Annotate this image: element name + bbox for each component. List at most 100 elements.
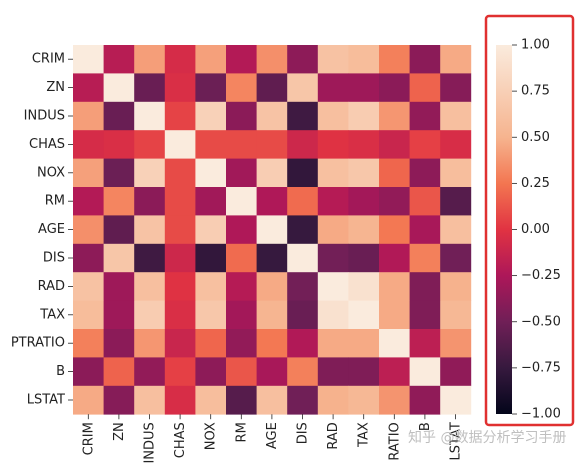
heatmap-cell: [317, 73, 349, 103]
heatmap-cell: [317, 357, 349, 387]
heatmap-cell: [164, 45, 196, 74]
heatmap-cell: [317, 215, 349, 245]
heatmap-cell: [440, 243, 472, 273]
heatmap-cell: [379, 101, 410, 131]
heatmap-cell: [287, 73, 319, 103]
heatmap-cell: [164, 243, 196, 273]
heatmap-cell: [164, 187, 196, 216]
heatmap-cell: [134, 130, 166, 159]
heatmap-cell: [195, 272, 227, 301]
heatmap-cell: [287, 300, 319, 330]
heatmap-cell: [317, 187, 349, 216]
heatmap-cell: [134, 357, 166, 387]
colorbar-tick-label: −0.75: [521, 360, 561, 375]
heatmap-cell: [348, 357, 380, 387]
heatmap-cell: [164, 272, 196, 301]
heatmap-cell: [409, 357, 441, 387]
heatmap-cell: [164, 73, 196, 103]
heatmap-cell: [103, 243, 135, 273]
heatmap-cell: [195, 158, 227, 188]
heatmap-cell: [195, 243, 227, 273]
watermark-text: 知乎 @数据分析学习手册: [408, 429, 566, 446]
y-tick-label: INDUS: [24, 109, 65, 124]
heatmap-cell: [348, 329, 380, 358]
colorbar-tick-label: 0.50: [521, 130, 550, 145]
heatmap-cell: [440, 385, 472, 415]
heatmap-cell: [379, 243, 410, 273]
heatmap-cell: [226, 243, 257, 273]
heatmap-cell: [317, 300, 349, 330]
heatmap-cell: [317, 130, 349, 159]
heatmap-cell: [379, 130, 410, 159]
y-tick-label: CHAS: [29, 137, 65, 152]
heatmap-cell: [195, 215, 227, 245]
heatmap-cell: [409, 101, 441, 131]
heatmap-cell: [226, 45, 257, 74]
heatmap-cell: [164, 158, 196, 188]
heatmap-cell: [103, 357, 135, 387]
heatmap-cell: [317, 385, 349, 415]
heatmap-cell: [195, 300, 227, 330]
heatmap-cell: [103, 130, 135, 159]
heatmap-cell: [195, 73, 227, 103]
heatmap-cell: [440, 130, 472, 159]
heatmap-cell: [379, 329, 410, 358]
heatmap-cell: [195, 385, 227, 415]
colorbar-tick-label: −0.25: [521, 268, 561, 283]
heatmap-cell: [379, 45, 410, 74]
heatmap-cell: [379, 187, 410, 216]
heatmap-cell: [348, 187, 380, 216]
heatmap-cell: [226, 130, 257, 159]
heatmap-cell: [287, 187, 319, 216]
y-tick-label: LSTAT: [27, 393, 65, 408]
heatmap-cell: [256, 130, 288, 159]
heatmap-cell: [256, 300, 288, 330]
y-tick-label: NOX: [37, 165, 65, 180]
heatmap-cell: [103, 45, 135, 74]
x-tick-label: DIS: [296, 422, 311, 444]
y-tick-label: ZN: [46, 80, 65, 95]
heatmap-cell: [164, 329, 196, 358]
heatmap-cell: [103, 73, 135, 103]
heatmap-cell: [195, 130, 227, 159]
heatmap-cell: [379, 73, 410, 103]
heatmap-cell: [317, 272, 349, 301]
heatmap-cell: [103, 101, 135, 131]
heatmap-cell: [73, 243, 104, 273]
heatmap-cell: [440, 329, 472, 358]
heatmap-cell: [164, 101, 196, 131]
heatmap-cell: [73, 385, 104, 415]
heatmap-cell: [226, 300, 257, 330]
heatmap-cell: [317, 101, 349, 131]
heatmap-cell: [134, 272, 166, 301]
heatmap-cell: [73, 101, 104, 131]
heatmap-cell: [226, 329, 257, 358]
heatmap-cell: [195, 357, 227, 387]
heatmap-cell: [73, 329, 104, 358]
y-tick-labels: CRIM ZN INDUS CHAS NOX RM AGE DIS RAD TAX PTRATIO B…: [11, 52, 73, 408]
heatmap-cell: [409, 187, 441, 216]
heatmap-cell: [256, 215, 288, 245]
heatmap-cell: [256, 329, 288, 358]
x-tick-label: RAD: [326, 422, 341, 449]
x-tick-label: TAX: [357, 422, 372, 448]
heatmap-cell: [103, 187, 135, 216]
x-tick-label: CRIM: [81, 422, 96, 455]
heatmap-cell: [409, 329, 441, 358]
heatmap-cell: [103, 300, 135, 330]
heatmap-cell: [134, 329, 166, 358]
y-tick-label: RM: [45, 194, 65, 209]
heatmap-cell: [440, 187, 472, 216]
heatmap-cell: [287, 385, 319, 415]
heatmap-cell: [440, 101, 472, 131]
heatmap-cell: [348, 385, 380, 415]
heatmap-cell: [379, 385, 410, 415]
heatmap-cell: [195, 187, 227, 216]
colorbar-gradient: [496, 45, 512, 414]
heatmap-cell: [256, 73, 288, 103]
heatmap-cell: [226, 73, 257, 103]
heatmap-cell: [226, 215, 257, 245]
heatmap-cells: [73, 45, 472, 415]
heatmap-cell: [409, 272, 441, 301]
heatmap-cell: [256, 45, 288, 74]
